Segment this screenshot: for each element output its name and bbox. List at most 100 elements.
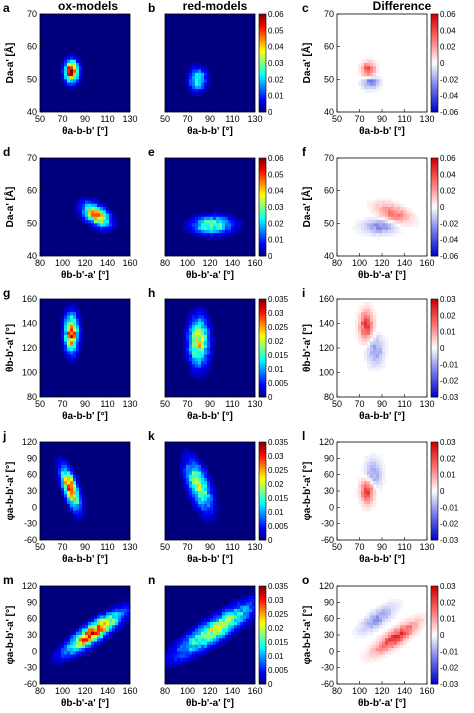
heatmap-cell	[64, 341, 68, 346]
heatmap-cell	[192, 69, 196, 74]
heatmap-cell	[361, 325, 365, 329]
colorbar-segment	[259, 377, 266, 381]
heatmap-cell	[397, 599, 401, 603]
heatmap-cell	[91, 635, 95, 639]
heatmap-cell	[88, 618, 92, 623]
heatmap-cell	[189, 644, 193, 649]
heatmap-cell	[76, 497, 80, 502]
heatmap-cell	[67, 641, 71, 646]
x-tick-label: 90	[205, 542, 215, 552]
colorbar-segment	[431, 350, 438, 354]
heatmap-cell	[201, 464, 205, 469]
heatmap-cell	[76, 200, 80, 205]
y-tick-label: 40	[27, 251, 37, 261]
heatmap-cell	[379, 461, 383, 466]
heatmap-cell	[73, 82, 77, 87]
heatmap-cell	[67, 334, 71, 339]
heatmap-cell	[397, 628, 401, 633]
heatmap-cell	[55, 657, 59, 662]
heatmap-cell	[61, 348, 65, 352]
colorbar-segment	[431, 491, 438, 494]
heatmap-cell	[376, 338, 380, 342]
x-tick-label: 90	[80, 399, 90, 409]
heatmap-cell	[409, 210, 413, 214]
heatmap-cell	[76, 510, 80, 515]
heatmap-cell	[88, 200, 92, 205]
heatmap-cell	[198, 458, 202, 462]
heatmap-cell	[61, 79, 65, 83]
colorbar-segment	[431, 586, 438, 589]
colorbar-segment	[431, 299, 438, 302]
heatmap-cell	[376, 236, 380, 240]
heatmap-cell	[418, 615, 422, 619]
heatmap-cell	[64, 458, 68, 462]
heatmap-cell	[376, 216, 380, 221]
colorbar-tick-label: 0.02	[440, 454, 456, 463]
colorbar-segment	[259, 214, 266, 218]
colorbar-segment	[259, 444, 266, 448]
heatmap-cell	[73, 648, 77, 652]
heatmap-cell	[225, 216, 229, 221]
heatmap-cell	[225, 229, 229, 234]
heatmap-cell	[204, 334, 208, 339]
heatmap-cell	[228, 229, 232, 234]
heatmap-cell	[103, 608, 107, 613]
heatmap-cell	[174, 661, 178, 665]
heatmap-cell	[115, 608, 119, 613]
heatmap-cell	[249, 592, 253, 597]
heatmap-cell	[355, 334, 359, 339]
heatmap-cell	[73, 56, 77, 61]
heatmap-cell	[168, 651, 172, 655]
heatmap-cell	[385, 226, 389, 231]
heatmap-cell	[103, 631, 107, 636]
colorbar-tick-label: 0.04	[440, 170, 456, 179]
heatmap-cell	[210, 513, 214, 518]
x-tick-label: 70	[57, 399, 67, 409]
heatmap-cell	[403, 210, 407, 214]
heatmap-cell	[379, 341, 383, 346]
x-tick-label: 50	[160, 542, 170, 552]
heatmap-cell	[85, 651, 89, 655]
heatmap-cell	[67, 648, 71, 652]
heatmap-cell	[400, 229, 404, 234]
heatmap-cell	[370, 203, 374, 208]
heatmap-cell	[85, 641, 89, 646]
heatmap-cell	[70, 66, 74, 70]
heatmap-cell	[186, 344, 190, 349]
heatmap-cell	[186, 648, 190, 652]
colorbar-segment	[259, 657, 266, 660]
heatmap-cell	[94, 223, 98, 227]
heatmap-cells	[76, 197, 119, 234]
heatmap-cell	[192, 72, 196, 77]
heatmap-cell	[379, 220, 383, 224]
heatmap-cell	[76, 477, 80, 482]
colorbar-frame	[258, 585, 267, 685]
colorbar-segment	[431, 630, 438, 633]
heatmap-cell	[91, 631, 95, 636]
heatmap-cell	[379, 612, 383, 616]
colorbar-segment	[259, 80, 266, 83]
heatmap-cell	[376, 344, 380, 349]
colorbar-tick-label: 0.03	[440, 438, 456, 447]
heatmap-cell	[373, 458, 377, 462]
heatmap-cell	[394, 628, 398, 633]
colorbar-segment	[431, 345, 438, 349]
heatmap-cell	[361, 507, 365, 511]
heatmap-cell	[373, 644, 377, 649]
colorbar-segment	[431, 513, 438, 516]
heatmap-cell	[100, 220, 104, 224]
heatmap-cell	[103, 226, 107, 231]
heatmap-cell	[195, 308, 199, 313]
heatmap-cell	[379, 638, 383, 642]
colorbar-segment	[431, 515, 438, 519]
heatmap-cell	[370, 82, 374, 87]
heatmap-cell	[64, 500, 68, 505]
colorbar-segment	[259, 508, 266, 511]
heatmap-cell	[370, 331, 374, 336]
heatmap-cell	[210, 216, 214, 221]
heatmap-cell	[373, 321, 377, 326]
heatmap-cell	[73, 76, 77, 80]
heatmap-cell	[376, 641, 380, 646]
colorbar-segment	[259, 491, 266, 494]
colorbar-segment	[259, 598, 266, 602]
